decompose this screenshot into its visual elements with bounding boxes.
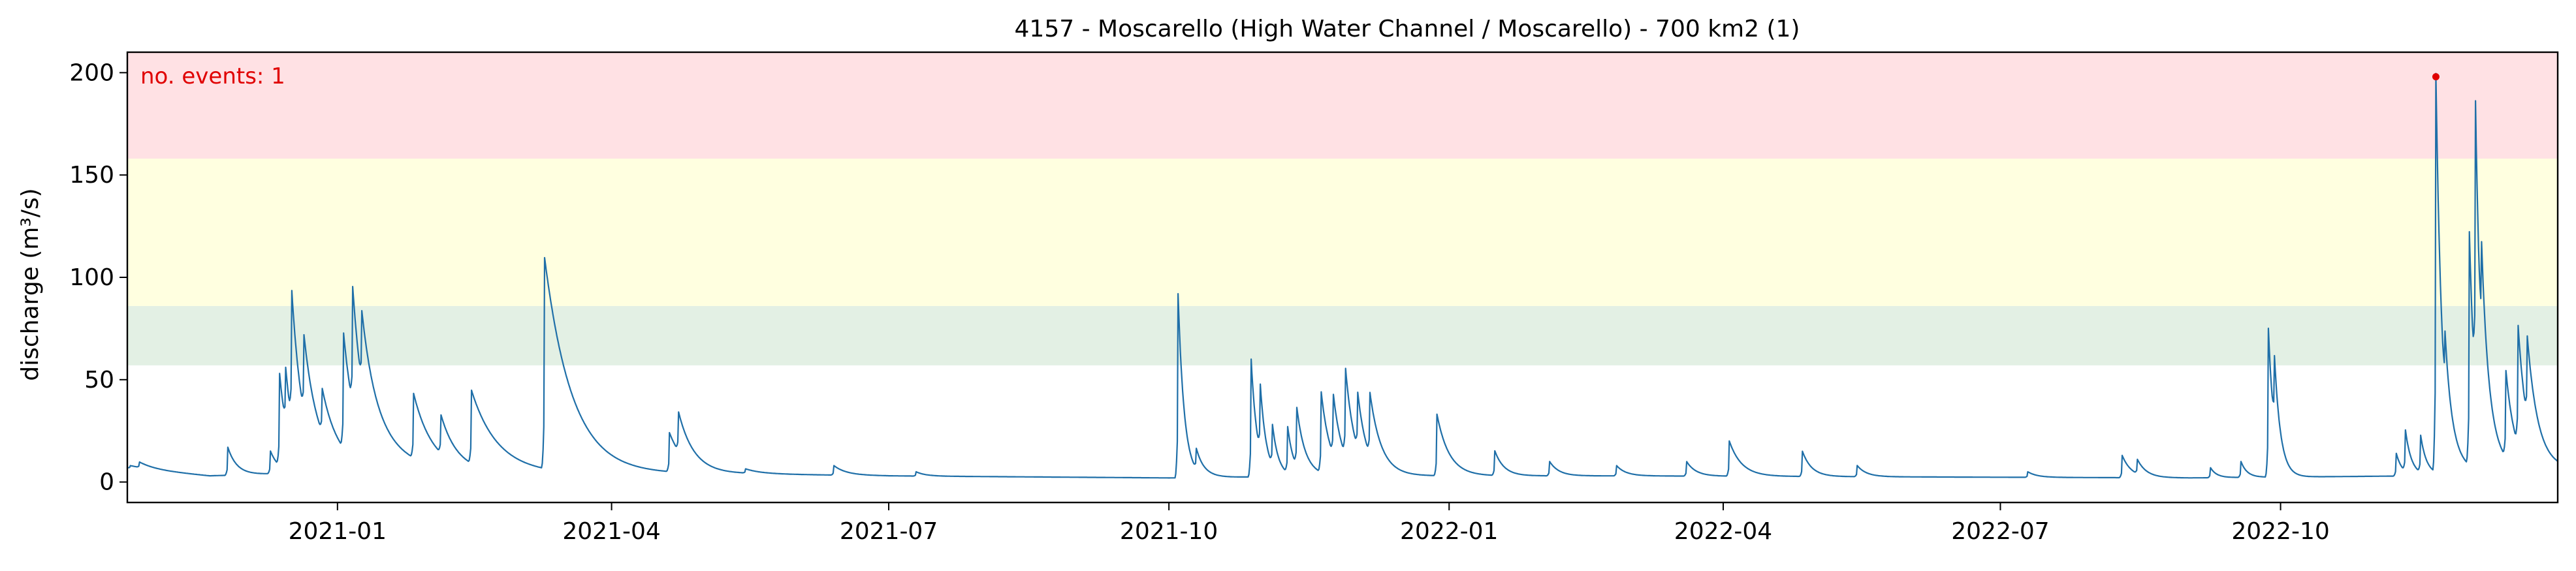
threshold-band-2 [127,159,2558,306]
threshold-band-1 [127,305,2558,365]
y-tick-label: 150 [69,162,114,189]
chart-title: 4157 - Moscarello (High Water Channel / … [1015,16,1800,42]
x-tick-label: 2022-07 [1951,518,2049,545]
event-count-annotation: no. events: 1 [140,63,285,89]
y-axis: 0 50 100 150 200 [69,59,127,496]
x-tick-label: 2021-01 [289,518,387,545]
threshold-bands [127,52,2558,365]
event-markers [2432,73,2440,81]
x-tick-label: 2022-01 [1400,518,1498,545]
series-layer [127,72,2558,479]
y-tick-label: 200 [69,59,114,86]
x-tick-label: 2021-04 [562,518,660,545]
discharge-line [127,72,2558,479]
event-marker [2432,73,2440,81]
x-tick-label: 2022-04 [1674,518,1772,545]
y-tick-label: 0 [99,469,114,496]
x-tick-label: 2021-10 [1120,518,1218,545]
x-axis: 2021-01 2021-04 2021-07 2021-10 2022-01 2022-… [289,502,2330,545]
x-tick-label: 2021-07 [840,518,938,545]
x-tick-label: 2022-10 [2231,518,2329,545]
y-tick-label: 100 [69,264,114,291]
threshold-band-3 [127,52,2558,159]
y-axis-label: discharge (m³/s) [17,188,44,380]
y-tick-label: 50 [84,367,114,394]
